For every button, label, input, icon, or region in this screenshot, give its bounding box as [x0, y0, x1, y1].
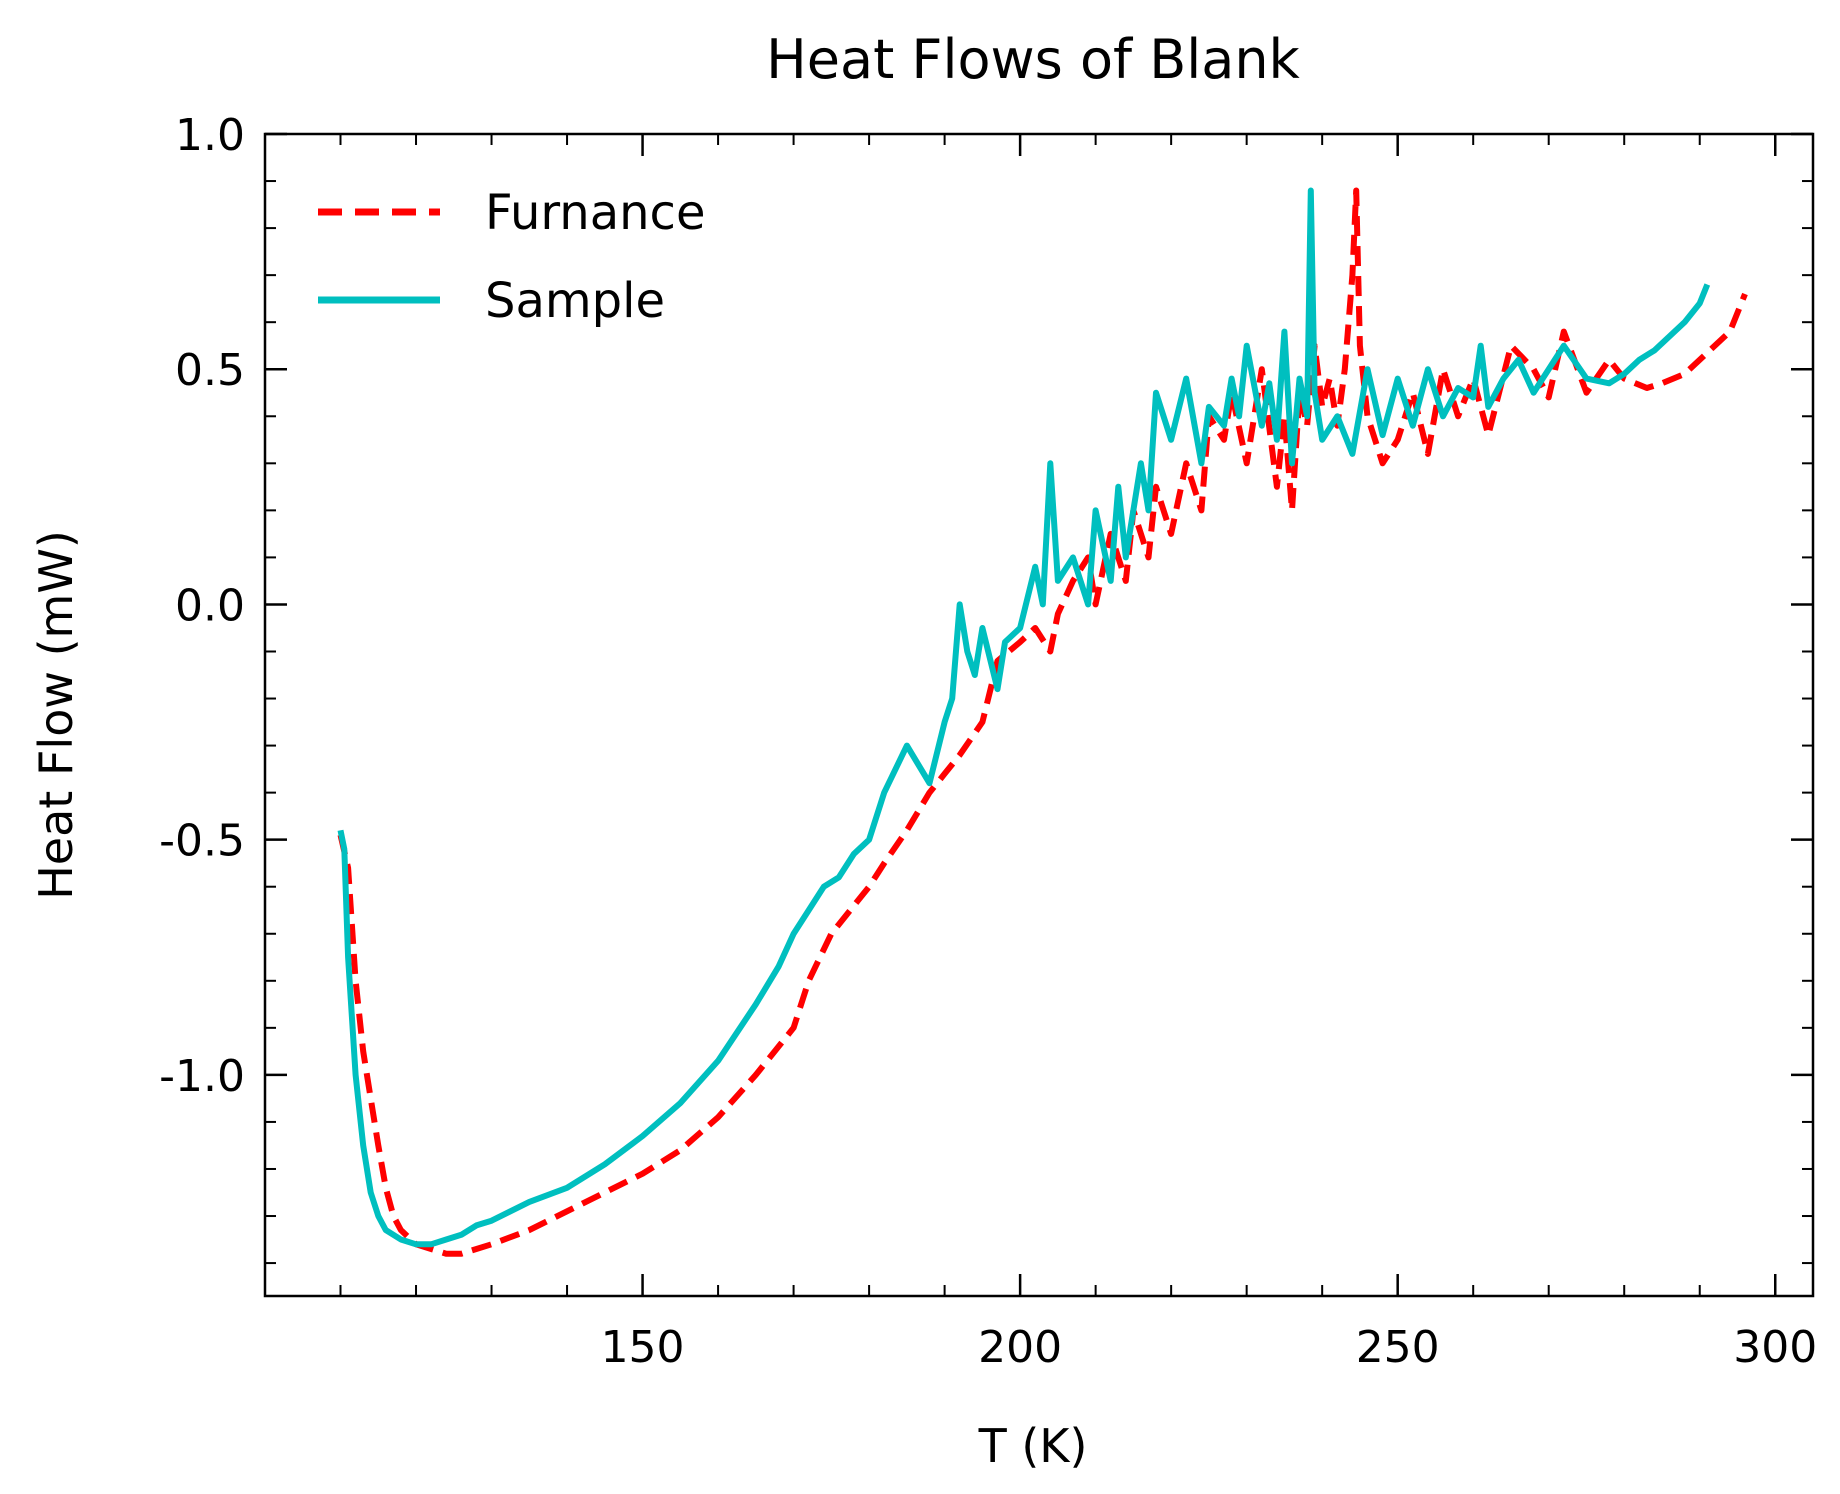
- y-tick-label: -1.0: [159, 1051, 245, 1102]
- x-tick-label: 300: [1733, 1322, 1817, 1373]
- legend: Furnance Sample: [318, 185, 705, 329]
- y-tick-label: 0.0: [175, 580, 245, 631]
- y-axis-label: Heat Flow (mW): [29, 530, 83, 900]
- plot-frame: [263, 132, 1815, 1298]
- legend-label-furnance: Furnance: [485, 185, 705, 241]
- ticks-layer: 150 200 250 300 -1.0 -0.5 0.0 0.5 1.0: [159, 110, 1817, 1373]
- chart-title: Heat Flows of Blank: [766, 28, 1300, 91]
- y-tick-label: 1.0: [175, 110, 245, 161]
- legend-label-sample: Sample: [485, 273, 665, 329]
- x-tick-label: 200: [978, 1322, 1062, 1373]
- y-tick-label: -0.5: [159, 816, 245, 867]
- y-tick-label: 0.5: [175, 345, 245, 396]
- x-axis-label: T (K): [978, 1419, 1088, 1473]
- series-line-sample: [337, 187, 1711, 1248]
- x-tick-label: 150: [601, 1322, 685, 1373]
- series-layer: [337, 187, 1748, 1257]
- x-tick-label: 250: [1356, 1322, 1440, 1373]
- series-line-furnance: [337, 187, 1748, 1257]
